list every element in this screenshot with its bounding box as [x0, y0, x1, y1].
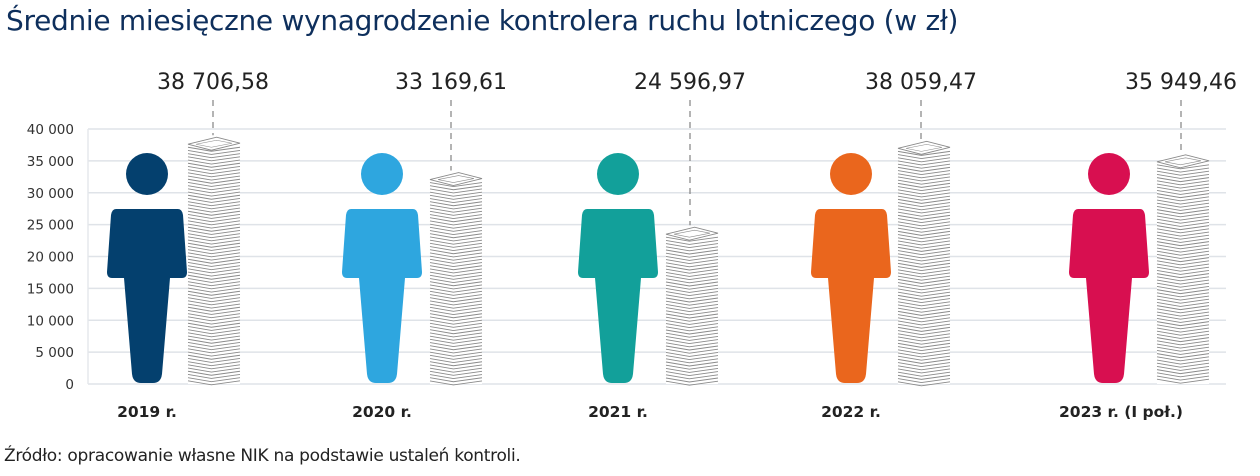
x-category-label: 2021 r.	[588, 403, 648, 421]
y-tick-label: 10 000	[27, 313, 74, 329]
value-label: 33 169,61	[395, 70, 507, 95]
y-tick-label: 25 000	[27, 218, 74, 234]
y-tick-label: 15 000	[27, 281, 74, 297]
banknote-stack-icon	[187, 136, 241, 386]
banknote-stack-icon	[429, 172, 483, 386]
y-tick-label: 35 000	[27, 154, 74, 170]
source-note: Źródło: opracowanie własne NIK na podsta…	[4, 446, 521, 466]
person-icon	[578, 153, 658, 383]
category-group: 38 706,58 2019 r.	[107, 70, 269, 421]
value-label: 38 706,58	[157, 70, 269, 95]
banknote-stack-icon	[665, 226, 719, 386]
banknote-stack-icon	[897, 140, 951, 387]
category-group: 24 596,97 2021 r.	[578, 70, 746, 421]
x-category-label: 2023 r. (I poł.)	[1059, 403, 1183, 421]
banknote-stack-icon	[1156, 154, 1210, 384]
y-tick-label: 40 000	[27, 122, 74, 138]
chart-items: 38 706,58 2019 r. 33 169,61 2020 r. 24 596,9…	[107, 70, 1237, 421]
y-axis-ticks: 0 5 000 10 000 15 000 20 000 25 000 30 000 35 0…	[27, 122, 74, 393]
x-category-label: 2019 r.	[117, 403, 177, 421]
value-label: 24 596,97	[634, 70, 746, 95]
category-group: 33 169,61 2020 r.	[342, 70, 507, 421]
y-tick-label: 20 000	[27, 250, 74, 266]
y-tick-label: 0	[65, 377, 74, 393]
chart-title: Średnie miesięczne wynagrodzenie kontrol…	[6, 4, 959, 37]
x-category-label: 2020 r.	[352, 403, 412, 421]
y-tick-label: 30 000	[27, 186, 74, 202]
person-icon	[1069, 153, 1149, 383]
person-icon	[342, 153, 422, 383]
person-icon	[811, 153, 891, 383]
category-group: 38 059,47 2022 r.	[811, 70, 977, 421]
gridlines	[87, 128, 1226, 385]
y-tick-label: 5 000	[35, 345, 74, 361]
value-label: 38 059,47	[865, 70, 977, 95]
category-group: 35 949,46 2023 r. (I poł.)	[1059, 70, 1237, 421]
person-icon	[107, 153, 187, 383]
value-label: 35 949,46	[1125, 70, 1237, 95]
x-category-label: 2022 r.	[821, 403, 881, 421]
chart-plot: 0 5 000 10 000 15 000 20 000 25 000 30 000 35 0…	[27, 70, 1237, 421]
